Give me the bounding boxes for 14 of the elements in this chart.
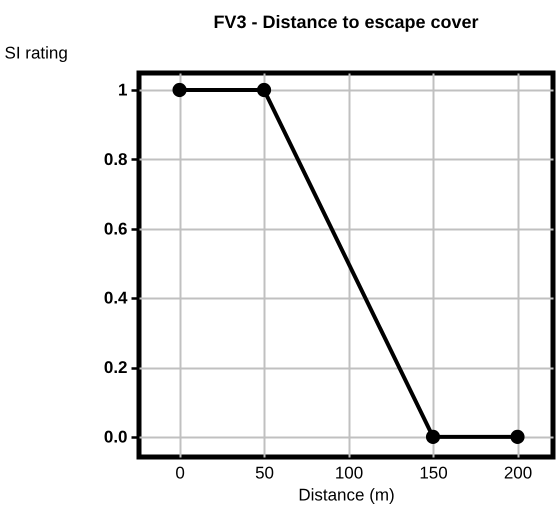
x-axis-title: Distance (m) <box>298 486 395 504</box>
x-tick-label: 200 <box>504 464 532 482</box>
x-tick-label: 50 <box>255 464 274 482</box>
y-tick-label: 0.2 <box>104 358 128 378</box>
x-tick-label: 100 <box>334 464 364 482</box>
chart-title: FV3 - Distance to escape cover <box>213 12 479 32</box>
y-tick-label: 0.0 <box>104 427 128 446</box>
y-tick-label: 0.8 <box>104 150 128 169</box>
y-tick-label: 1 <box>118 80 128 100</box>
y-tick-label: 0.6 <box>104 219 128 238</box>
x-tick-label: 150 <box>419 464 448 482</box>
x-tick-label: 0 <box>175 464 185 482</box>
y-tick-label: 0.4 <box>104 288 128 308</box>
y-axis-title: SI rating <box>4 44 68 62</box>
